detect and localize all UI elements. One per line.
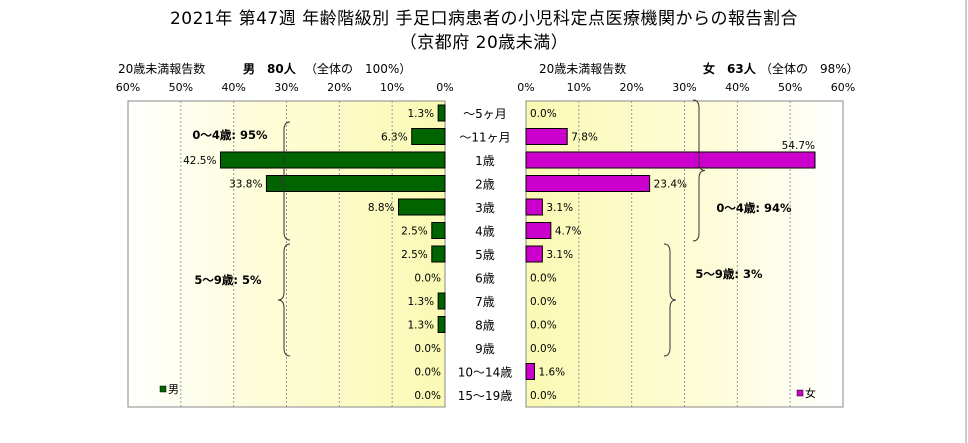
male-data-label: 0.0% [414,343,441,355]
male-bar [437,292,446,310]
male-brace-0-4 [277,121,291,241]
male-data-label: 0.0% [414,273,441,285]
male-tick-label: 10% [380,81,404,94]
male-group-note-5-9: 5～9歳: 5% [194,273,262,287]
female-data-label: 0.0% [530,390,557,402]
female-tick-label: 30% [672,81,696,94]
female-data-label: 1.6% [538,367,565,379]
female-data-label: 0.0% [530,296,557,308]
male-data-label: 6.3% [381,132,408,144]
female-tick-label: 20% [619,81,643,94]
female-bar [525,175,651,192]
male-data-label: 1.3% [407,320,434,332]
male-data-label: 42.5% [183,155,216,167]
male-bar [398,198,446,216]
male-bar [431,245,446,263]
female-data-label: 0.0% [530,273,557,285]
male-bar [431,222,446,239]
category-label: 7歳 [475,295,495,309]
category-label: 15～19歳 [458,389,513,403]
category-label: 5歳 [475,248,495,262]
female-header-label: 20歳未満報告数 [539,62,627,76]
category-label: 6歳 [475,272,495,286]
male-data-label: 8.8% [368,202,395,214]
male-brace-5-9 [277,243,291,357]
male-data-label: 2.5% [401,226,428,238]
female-data-label: 3.1% [546,202,573,214]
female-group-note-0-4: 0～4歳: 94% [716,201,792,215]
male-tick-label: 20% [327,81,351,94]
female-data-label: 0.0% [530,343,557,355]
male-bar [437,104,446,122]
female-legend-label: 女 [805,386,816,400]
female-bar [525,128,568,145]
male-legend-label: 男 [168,383,179,396]
male-tick-label: 50% [169,81,193,94]
female-tick-label: 10% [567,81,591,94]
female-data-label: 0.0% [530,320,557,332]
female-tick-label: 60% [831,81,855,94]
male-legend-swatch [159,385,167,393]
male-data-label: 2.5% [401,249,428,261]
male-tick-label: 60% [116,81,140,94]
male-tick-label: 30% [274,81,298,94]
male-header-count: 男 80人 [243,62,296,76]
category-label: 1歳 [475,154,495,168]
female-data-label: 7.8% [571,132,598,144]
female-data-label: 54.7% [782,140,815,152]
category-label: ～11ヶ月 [459,131,510,145]
female-data-label: 23.4% [654,179,687,191]
female-brace-0-4 [692,99,706,242]
male-data-label: 1.3% [407,296,434,308]
female-header-count: 女 63人 [703,62,756,76]
category-label: ～5ヶ月 [463,107,507,121]
female-bar [525,363,535,380]
female-header-share: （全体の 98%） [760,62,859,76]
female-brace-5-9 [663,243,677,357]
chart-subtitle: （京都府 20歳未満） [399,33,569,53]
female-tick-label: 40% [725,81,749,94]
male-data-label: 0.0% [414,367,441,379]
female-data-label: 0.0% [530,108,557,120]
male-tick-label: 0% [436,81,453,94]
male-data-label: 1.3% [407,108,434,120]
female-legend-swatch [796,389,804,397]
male-bar [265,175,446,192]
chart-title: 2021年 第47週 年齢階級別 手足口病患者の小児科定点医療機関からの報告割合 [169,9,799,29]
female-bar [525,198,543,216]
male-data-label: 33.8% [229,179,262,191]
male-header-label: 20歳未満報告数 [118,62,206,76]
male-bar [411,128,446,145]
female-data-label: 3.1% [546,249,573,261]
category-label: 2歳 [475,178,495,192]
category-label: 4歳 [475,225,495,239]
male-bar [219,151,446,169]
male-data-label: 0.0% [414,390,441,402]
female-group-note-5-9: 5～9歳: 3% [695,267,763,281]
female-bar [525,222,552,239]
female-tick-label: 50% [778,81,802,94]
female-data-label: 4.7% [555,226,582,238]
category-label: 8歳 [475,319,495,333]
female-bar [525,245,543,263]
female-bar [525,151,816,169]
male-group-note-0-4: 0～4歳: 95% [192,128,268,142]
category-label: 3歳 [475,201,495,215]
male-bar [437,316,446,333]
category-label: 9歳 [475,342,495,356]
category-label: 10～14歳 [458,366,513,380]
female-tick-label: 0% [517,81,534,94]
male-tick-label: 40% [221,81,245,94]
male-header-share: （全体の 100%） [305,62,412,76]
